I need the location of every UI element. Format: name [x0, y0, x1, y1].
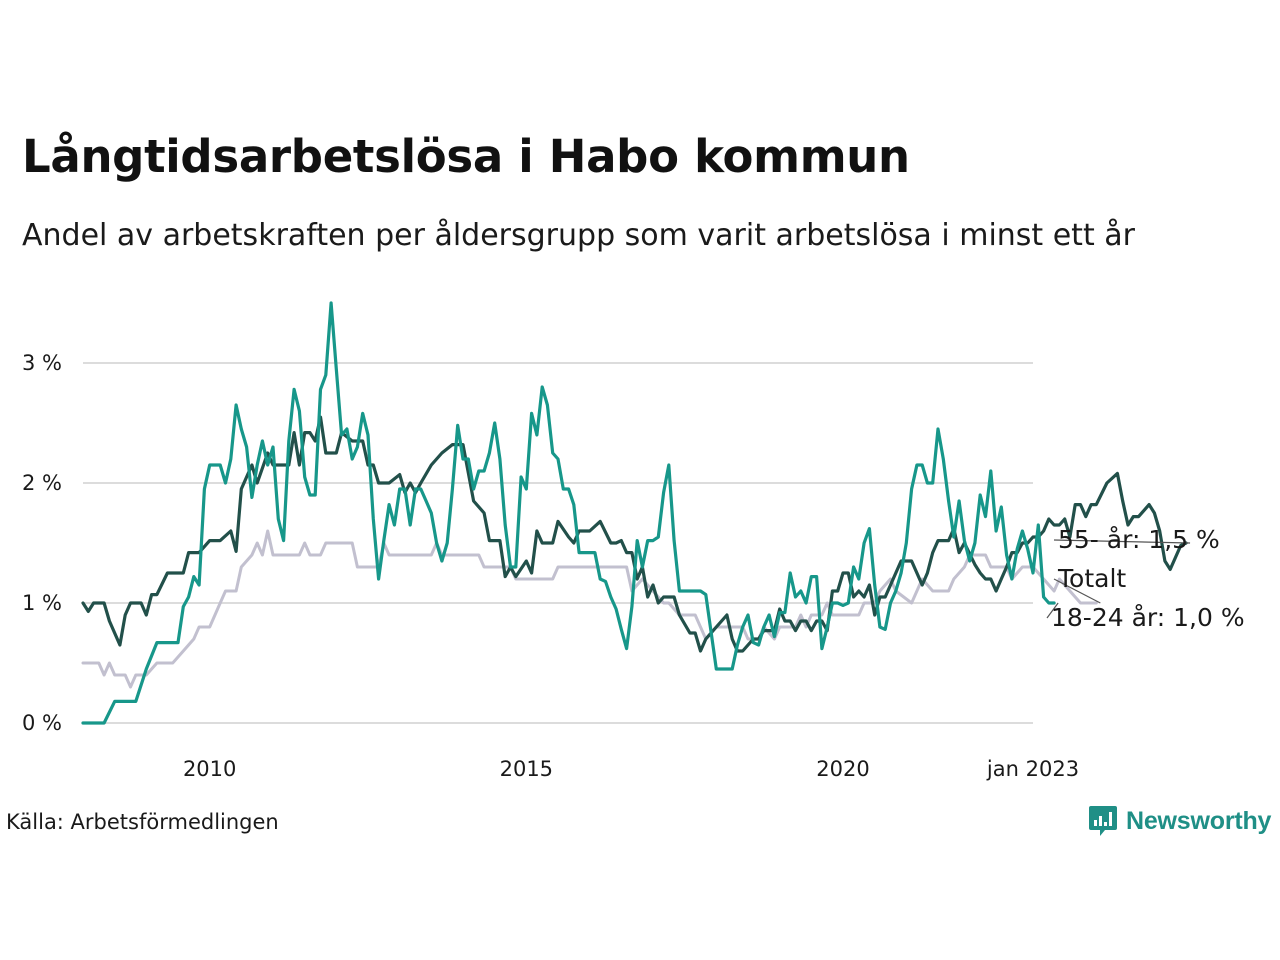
y-tick-label: 1 % — [22, 591, 62, 615]
series-lines — [81, 301, 1188, 725]
series-line-55-r — [81, 415, 1188, 653]
y-tick-label: 3 % — [22, 351, 62, 375]
brand-logo[interactable]: Newsworthy — [1088, 804, 1271, 838]
x-tick-label: 2020 — [816, 757, 869, 781]
x-axis-ticks: 2010 2015 2020 jan 2023 — [183, 757, 1079, 781]
x-tick-label: 2010 — [183, 757, 236, 781]
x-tick-label: jan 2023 — [986, 757, 1079, 781]
series-end-label: 55- år: 1,5 % — [1058, 525, 1220, 554]
label-leader-line — [1053, 578, 1101, 604]
newsworthy-logo-icon — [1089, 806, 1117, 836]
series-line-18-24-r — [81, 301, 1056, 725]
y-tick-label: 0 % — [22, 711, 62, 735]
series-labels: 55- år: 1,5 % Totalt 18-24 år: 1,0 % — [1046, 525, 1245, 632]
gridlines — [83, 362, 1033, 724]
y-tick-label: 2 % — [22, 471, 62, 495]
source-note: Källa: Arbetsförmedlingen — [6, 810, 279, 834]
chart-subtitle: Andel av arbetskraften per åldersgrupp s… — [22, 218, 1135, 253]
chart-title: Långtidsarbetslösa i Habo kommun — [22, 130, 910, 183]
series-end-label: Totalt — [1057, 564, 1126, 593]
label-leader-line — [1046, 602, 1059, 619]
y-axis-ticks: 0 % 1 % 2 % 3 % — [22, 351, 62, 735]
series-end-label: 18-24 år: 1,0 % — [1051, 603, 1245, 632]
series-line-totalt — [81, 529, 1098, 689]
x-tick-label: 2015 — [500, 757, 553, 781]
label-leader-line — [1053, 539, 1191, 544]
brand-name: Newsworthy — [1126, 806, 1272, 835]
